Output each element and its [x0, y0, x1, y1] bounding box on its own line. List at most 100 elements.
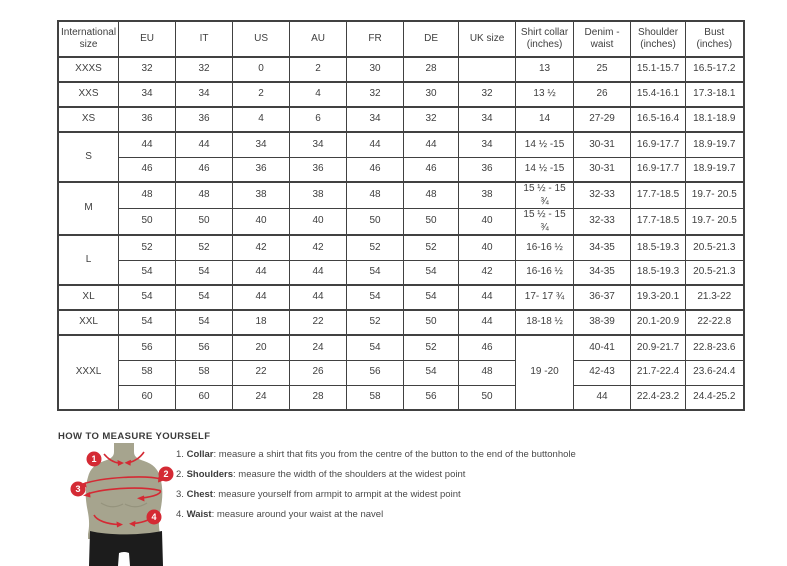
step-text: : measure yourself from armpit to armpit… — [212, 489, 461, 500]
size-value-cell: 14 — [515, 106, 575, 133]
size-value-cell: 36 — [458, 156, 517, 183]
size-value-cell: 46 — [346, 156, 405, 183]
size-value-cell: 21.3-22 — [685, 284, 745, 311]
size-value-cell: 22.4-23.2 — [630, 384, 687, 411]
size-value-cell: 40 — [458, 208, 517, 236]
size-value-cell: 34 — [232, 131, 291, 158]
size-value-cell: 18.9-19.7 — [685, 156, 745, 183]
size-value-cell: 34-35 — [573, 234, 632, 261]
size-value-cell: 60 — [175, 384, 234, 411]
size-value-cell: 46 — [403, 156, 460, 183]
size-value-cell: 34-35 — [573, 259, 632, 286]
svg-text:1: 1 — [91, 454, 96, 464]
size-value-cell: 52 — [403, 234, 460, 261]
table-row: XXL 54 54 18 22 52 50 44 18-18 ½ 38-39 20.1-20.9 22… — [57, 309, 745, 336]
col-header-fr: FR — [346, 20, 405, 58]
svg-text:4: 4 — [151, 512, 156, 522]
size-value-cell: 28 — [403, 56, 460, 83]
international-size-cell: XL — [57, 284, 120, 311]
col-header-us: US — [232, 20, 291, 58]
size-value-cell: 44 — [175, 131, 234, 158]
size-value-cell: 20.9-21.7 — [630, 334, 687, 361]
size-value-cell: 16.5-17.2 — [685, 56, 745, 83]
step-number: 2. — [176, 469, 184, 480]
size-value-cell: 19.7- 20.5 — [685, 181, 745, 209]
size-value-cell: 14 ½ -15 — [515, 156, 575, 183]
size-value-cell: 48 — [346, 181, 405, 209]
size-value-cell: 50 — [118, 208, 177, 236]
size-value-cell: 44 — [232, 284, 291, 311]
size-value-cell: 30-31 — [573, 131, 632, 158]
size-value-cell: 30 — [346, 56, 405, 83]
size-value-cell: 40 — [458, 234, 517, 261]
table-row: 58 58 22 26 56 54 48 42-43 21.7-22.4 23.6-24.4 — [58, 359, 745, 386]
size-value-cell: 58 — [175, 359, 234, 386]
size-value-cell: 17- 17 ¾ — [515, 284, 575, 311]
step-label: Shoulders — [186, 469, 234, 480]
measure-step-collar: 1. Collar: measure a shirt that fits you… — [176, 449, 576, 460]
col-header-it: IT — [175, 20, 234, 58]
step-label: Collar — [186, 449, 214, 460]
size-value-cell: 48 — [118, 181, 177, 209]
neck-arrowhead-right — [124, 459, 131, 466]
shoulders-measure-arrow — [82, 476, 162, 485]
size-value-cell: 4 — [289, 81, 348, 108]
size-value-cell: 54 — [175, 309, 234, 336]
table-row: XXXL 56 56 20 24 54 52 46 19 -20 40-41 20.9-21.7 22… — [57, 334, 745, 411]
size-value-cell: 50 — [458, 384, 517, 411]
size-value-cell: 46 — [175, 156, 234, 183]
step-text: : measure the width of the shoulders at … — [233, 469, 466, 480]
shorts-shape — [89, 531, 163, 566]
size-value-cell: 19.3-20.1 — [630, 284, 687, 311]
measure-steps-list: 1. Collar: measure a shirt that fits you… — [176, 449, 576, 529]
size-value-cell: 54 — [118, 284, 177, 311]
size-value-cell: 20.5-21.3 — [685, 259, 745, 286]
size-value-cell: 23.6-24.4 — [685, 359, 745, 386]
size-value-cell: 14 ½ -15 — [515, 131, 575, 158]
size-value-cell: 52 — [118, 234, 177, 261]
size-value-cell: 56 — [403, 384, 460, 411]
size-value-cell: 15.1-15.7 — [630, 56, 687, 83]
size-value-cell: 18 — [232, 309, 291, 336]
size-value-cell: 30 — [403, 81, 460, 108]
size-value-cell: 38 — [458, 181, 517, 209]
size-value-cell: 18.1-18.9 — [685, 106, 745, 133]
size-value-cell: 54 — [403, 359, 460, 386]
international-size-cell: XXS — [57, 81, 120, 108]
size-value-cell: 36-37 — [573, 284, 632, 311]
measure-badge-3: 3 — [70, 481, 86, 497]
size-value-cell: 17.7-18.5 — [630, 181, 687, 209]
torso-pec-lines — [100, 502, 148, 508]
size-value-cell: 15.4-16.1 — [630, 81, 687, 108]
size-value-cell: 54 — [118, 309, 177, 336]
international-size-cell: S — [57, 131, 120, 183]
col-header-bust: Bust (inches) — [685, 20, 745, 58]
size-value-cell: 52 — [175, 234, 234, 261]
size-value-cell: 30-31 — [573, 156, 632, 183]
size-value-cell: 20.1-20.9 — [630, 309, 687, 336]
table-row: XL 54 54 44 44 54 54 44 17- 17 ¾ 36-37 19.3-20.1 21… — [57, 284, 745, 311]
size-value-cell: 26 — [573, 81, 632, 108]
step-number: 1. — [176, 449, 184, 460]
international-size-cell: XS — [57, 106, 120, 133]
size-value-cell: 22.8-23.6 — [685, 334, 745, 361]
international-size-cell: L — [57, 234, 120, 286]
size-value-cell: 38-39 — [573, 309, 632, 336]
size-value-cell: 56 — [175, 334, 234, 361]
international-size-cell: XXXS — [57, 56, 120, 83]
size-value-cell: 54 — [346, 334, 405, 361]
size-value-cell: 0 — [232, 56, 291, 83]
size-value-cell: 52 — [346, 234, 405, 261]
international-size-cell: XXXL — [57, 334, 120, 411]
size-value-cell: 58 — [118, 359, 177, 386]
size-value-cell: 48 — [175, 181, 234, 209]
size-value-cell: 54 — [118, 259, 177, 286]
col-header-au: AU — [289, 20, 348, 58]
size-value-cell: 19.7- 20.5 — [685, 208, 745, 236]
chest-arrowhead-right — [137, 495, 145, 502]
measure-section-heading: HOW TO MEASURE YOURSELF — [58, 431, 211, 442]
size-value-cell: 16.5-16.4 — [630, 106, 687, 133]
size-value-cell: 54 — [403, 259, 460, 286]
size-value-cell: 44 — [289, 284, 348, 311]
size-value-cell: 42 — [289, 234, 348, 261]
